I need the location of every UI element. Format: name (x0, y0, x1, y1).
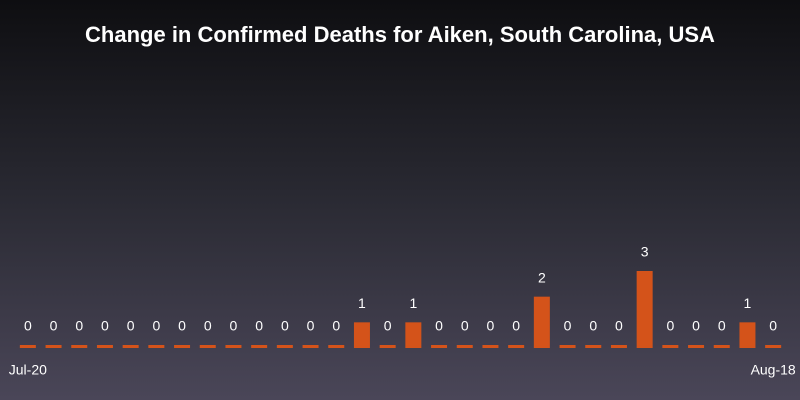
value-label: 0 (564, 318, 572, 334)
bar (251, 345, 268, 348)
value-label: 0 (718, 318, 726, 334)
bar (559, 345, 576, 348)
value-label: 0 (101, 318, 109, 334)
bar (405, 322, 422, 348)
value-label: 0 (255, 318, 263, 334)
bar (765, 345, 782, 348)
bar (636, 271, 653, 348)
bar (302, 345, 319, 348)
bar (174, 345, 191, 348)
value-label: 1 (744, 295, 752, 311)
value-label: 0 (230, 318, 238, 334)
value-label: 1 (358, 295, 366, 311)
bar (328, 345, 345, 348)
bar (379, 345, 396, 348)
value-label: 0 (178, 318, 186, 334)
bar (96, 345, 113, 348)
value-label: 0 (204, 318, 212, 334)
bar (225, 345, 242, 348)
bar (71, 345, 88, 348)
bar (456, 345, 473, 348)
bar (585, 345, 602, 348)
bar (199, 345, 216, 348)
bar (713, 345, 730, 348)
value-label: 0 (127, 318, 135, 334)
bar (353, 322, 370, 348)
value-label: 1 (409, 295, 417, 311)
value-label: 0 (666, 318, 674, 334)
value-label: 0 (487, 318, 495, 334)
x-tick-label: Aug-18 (751, 362, 796, 378)
x-tick-label: Jul-20 (9, 362, 47, 378)
bar (508, 345, 525, 348)
value-label: 0 (24, 318, 32, 334)
bar (610, 345, 627, 348)
bar (45, 345, 62, 348)
bar (19, 345, 36, 348)
bar (148, 345, 165, 348)
bar (739, 322, 756, 348)
value-label: 0 (50, 318, 58, 334)
bar (431, 345, 448, 348)
value-label: 0 (435, 318, 443, 334)
value-label: 0 (152, 318, 160, 334)
chart-title: Change in Confirmed Deaths for Aiken, So… (85, 22, 715, 47)
bar (276, 345, 293, 348)
value-label: 0 (384, 318, 392, 334)
value-label: 0 (461, 318, 469, 334)
value-label: 0 (615, 318, 623, 334)
value-label: 2 (538, 269, 546, 285)
value-label: 0 (281, 318, 289, 334)
value-label: 0 (589, 318, 597, 334)
value-label: 3 (641, 244, 649, 260)
bar (688, 345, 705, 348)
value-label: 0 (512, 318, 520, 334)
value-label: 0 (332, 318, 340, 334)
bar (482, 345, 499, 348)
bar (122, 345, 139, 348)
value-label: 0 (75, 318, 83, 334)
value-label: 0 (769, 318, 777, 334)
bar (533, 296, 550, 348)
value-label: 0 (692, 318, 700, 334)
bar (662, 345, 679, 348)
value-label: 0 (307, 318, 315, 334)
